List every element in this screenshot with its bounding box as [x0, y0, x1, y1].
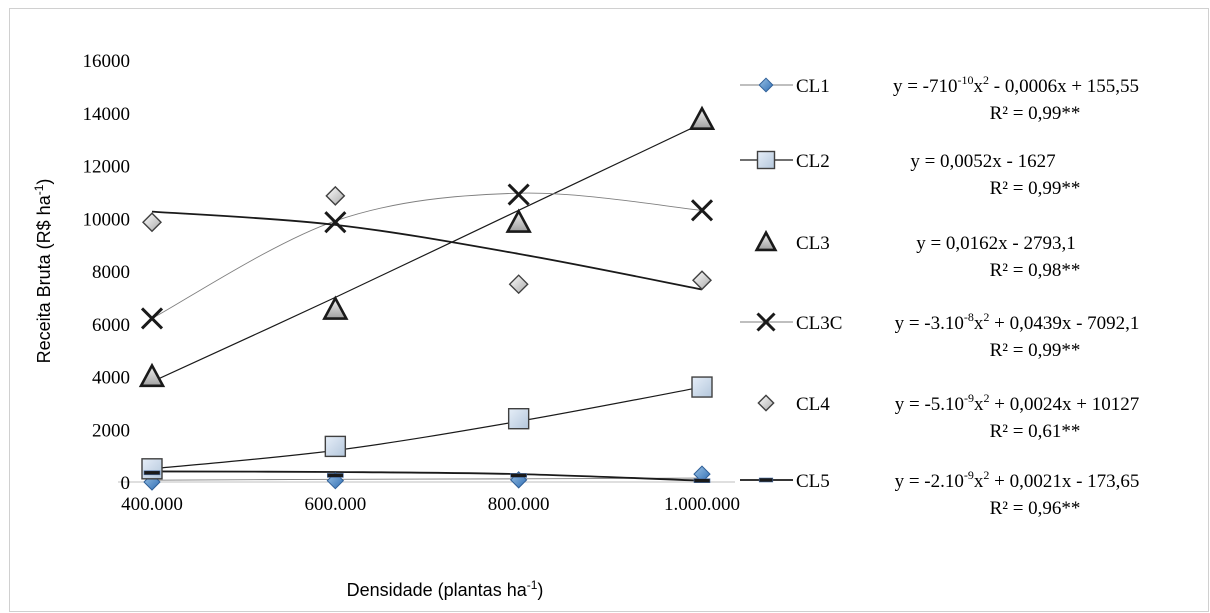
- trend-line-cl2: [151, 386, 703, 470]
- legend-label-cl3c: CL3C: [796, 313, 842, 334]
- trend-line-cl3c: [151, 192, 703, 319]
- data-point-cl3c: [507, 183, 530, 206]
- r2-cl2: R² = 0,99**: [990, 178, 1081, 199]
- legend-marker-cl3c: [756, 312, 776, 332]
- data-point-cl4: [325, 185, 346, 206]
- equation-cl3: y = 0,0162x - 2793,1: [916, 233, 1076, 254]
- data-point-cl2: [691, 376, 713, 398]
- trend-line-cl5: [151, 470, 703, 482]
- y-tick-label: 10000: [83, 209, 131, 230]
- data-point-cl4: [508, 274, 529, 295]
- y-tick-label: 4000: [92, 368, 130, 389]
- y-axis-title: Receita Bruta (R$ ha-1): [32, 179, 54, 364]
- legend-marker-cl4: [757, 394, 775, 412]
- legend-label-cl2: CL2: [796, 151, 830, 172]
- legend-marker-cl3: [754, 229, 778, 252]
- equation-sup: -8: [964, 310, 974, 324]
- x-stroke: [140, 307, 164, 330]
- equation-cl4: y = -5.10-9x2 + 0,0024x + 10127: [895, 391, 1139, 415]
- data-point-cl3c: [690, 199, 714, 222]
- equation-sup: -10: [958, 73, 974, 87]
- equation-cl1: y = -710-10x2 - 0,0006x + 155,55: [893, 73, 1139, 97]
- x-tick-label: 600.000: [304, 494, 366, 515]
- r2-cl4: R² = 0,61**: [990, 421, 1081, 442]
- data-point-cl3: [138, 362, 166, 388]
- equation-sup: 2: [983, 310, 989, 324]
- data-point-cl2: [141, 458, 163, 480]
- data-point-cl5: [693, 478, 711, 483]
- x-stroke: [690, 199, 714, 222]
- data-point-cl2: [324, 435, 347, 458]
- equation-part: y = -2.10: [895, 471, 964, 492]
- equation-part: + 0,0021x - 173,65: [989, 471, 1139, 492]
- y-tick-label: 6000: [92, 315, 130, 336]
- trend-lines: [151, 122, 703, 482]
- equation-sup: 2: [984, 391, 990, 405]
- legend-label-cl1: CL1: [796, 76, 830, 97]
- r2-cl3c: R² = 0,99**: [990, 340, 1081, 361]
- y-tick-label: 16000: [83, 51, 131, 72]
- equation-cl2: y = 0,0052x - 1627: [910, 151, 1055, 172]
- x-tick-label: 400.000: [121, 494, 183, 515]
- r2-cl5: R² = 0,96**: [990, 498, 1081, 519]
- equation-part: y = -3.10: [895, 313, 964, 334]
- equation-part: x: [974, 76, 984, 97]
- data-point-cl3: [322, 295, 349, 320]
- x-stroke: [507, 183, 530, 206]
- x-stroke: [324, 211, 347, 234]
- legend-marker-cl1: [758, 77, 774, 93]
- equation-part: y = 0,0162x - 2793,1: [916, 233, 1076, 254]
- equation-part: + 0,0439x - 7092,1: [989, 313, 1139, 334]
- r2-cl3: R² = 0,98**: [990, 260, 1081, 281]
- data-markers: [138, 105, 716, 491]
- equation-cl3c: y = -3.10-8x2 + 0,0439x - 7092,1: [895, 310, 1140, 334]
- data-point-cl5: [143, 470, 161, 476]
- equation-part: y = -5.10: [895, 394, 964, 415]
- equation-part: x: [974, 313, 984, 334]
- equation-sup: -9: [964, 391, 974, 405]
- y-tick-label: 12000: [83, 157, 131, 178]
- y-tick-label: 14000: [83, 104, 131, 125]
- equation-part: x: [974, 394, 984, 415]
- data-point-cl3: [505, 208, 532, 233]
- data-point-cl4: [692, 270, 712, 291]
- data-point-cl5: [327, 473, 344, 478]
- legend-label-cl3: CL3: [796, 233, 830, 254]
- equation-sup: 2: [983, 73, 989, 87]
- data-point-cl4: [142, 212, 162, 233]
- equation-part: x: [974, 471, 984, 492]
- chart-frame: [9, 8, 1209, 612]
- equation-part: - 0,0006x + 155,55: [989, 76, 1139, 97]
- axes: 0 2000 4000 6000 8000 10000 12000 14000 16000 400…: [83, 51, 741, 515]
- equation-sup: -9: [964, 468, 974, 482]
- y-tick-label: 2000: [92, 420, 130, 441]
- equation-part: y = 0,0052x - 1627: [910, 151, 1055, 172]
- data-point-cl5: [510, 473, 527, 478]
- y-tick-label: 0: [121, 473, 131, 494]
- equation-sup: 2: [983, 468, 989, 482]
- data-point-cl3: [688, 105, 716, 130]
- x-tick-label: 1.000.000: [664, 494, 740, 515]
- trend-line-cl3: [151, 122, 703, 383]
- equation-part: + 0,0024x + 10127: [990, 394, 1140, 415]
- trend-line-cl4: [151, 210, 703, 291]
- equation-cl5: y = -2.10-9x2 + 0,0021x - 173,65: [895, 468, 1140, 492]
- x-tick-label: 800.000: [488, 494, 550, 515]
- legend-marker-cl2: [756, 150, 776, 170]
- y-tick-label: 8000: [92, 262, 130, 283]
- x-stroke: [756, 312, 776, 332]
- legend-marker-cl5: [758, 477, 774, 483]
- legend-label-cl5: CL5: [796, 471, 830, 492]
- x-axis-title: Densidade (plantas ha-1): [347, 578, 544, 600]
- trend-line-cl1: [151, 477, 703, 481]
- data-point-cl2: [507, 408, 530, 430]
- data-point-cl3c: [140, 307, 164, 330]
- equation-part: y = -710: [893, 76, 958, 97]
- legend-label-cl4: CL4: [796, 394, 830, 415]
- r2-cl1: R² = 0,99**: [990, 103, 1081, 124]
- data-point-cl3c: [324, 211, 347, 234]
